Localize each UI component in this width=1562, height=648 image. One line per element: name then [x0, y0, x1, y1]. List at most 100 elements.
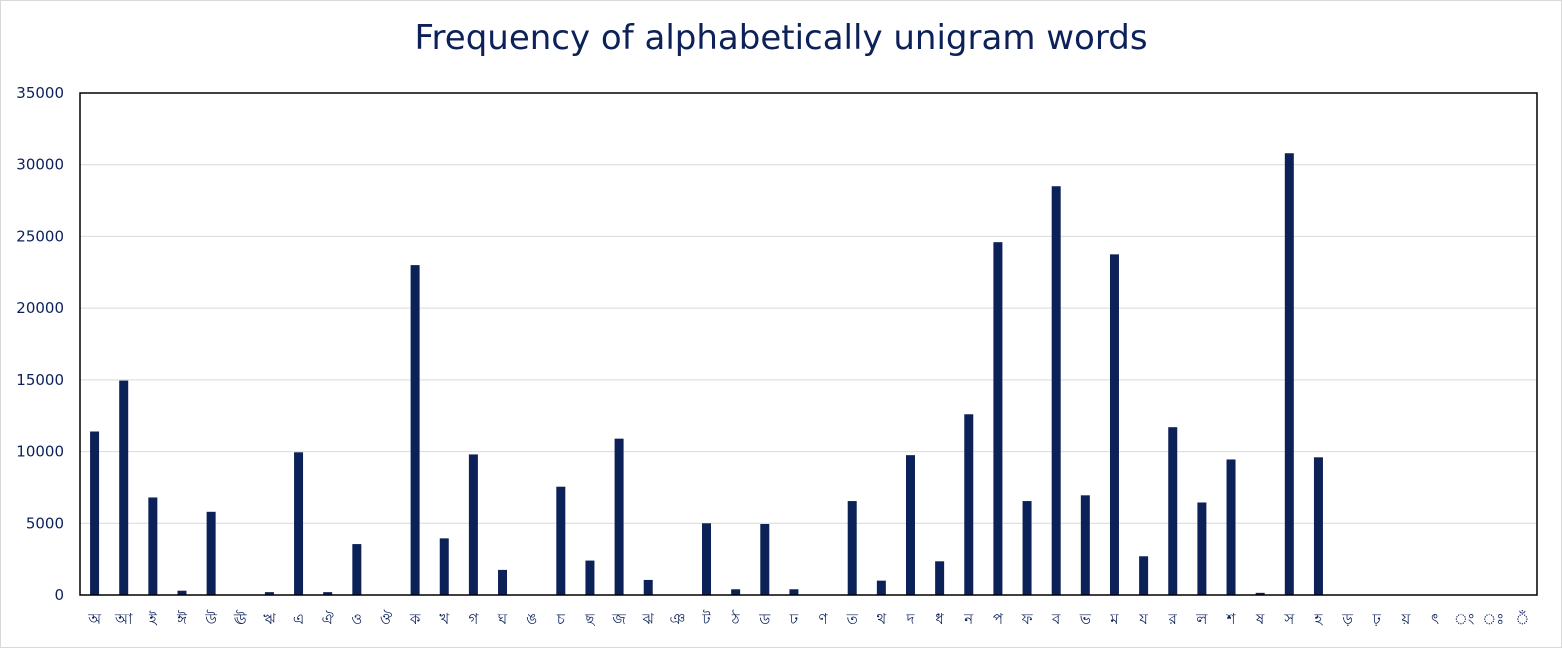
x-category-label: ক — [409, 610, 421, 628]
x-category-label: ভ — [1079, 610, 1092, 628]
bar-7 — [294, 452, 304, 595]
x-category-label: ঞ — [669, 610, 685, 628]
x-category-label: দ — [906, 610, 916, 628]
bar-1 — [119, 380, 129, 595]
bar-11 — [410, 265, 420, 595]
x-category-label: ম — [1109, 610, 1119, 628]
bar-28 — [905, 455, 915, 595]
x-category-label: ঐ — [322, 610, 334, 628]
x-category-label: ঢ় — [1372, 610, 1382, 628]
x-category-label: ঊ — [233, 610, 247, 628]
bar-33 — [1051, 186, 1061, 595]
x-category-label: ই — [148, 610, 158, 628]
x-category-label: ঁ — [1515, 610, 1529, 628]
x-category-label: চ — [556, 610, 566, 628]
bar-23 — [760, 524, 770, 595]
x-category-label: ন — [963, 610, 974, 628]
x-category-label: য — [1138, 610, 1148, 628]
x-category-label: ঔ — [380, 610, 393, 628]
bar-41 — [1284, 153, 1294, 596]
x-category-label: স — [1283, 610, 1295, 628]
bar-38 — [1197, 502, 1207, 595]
x-category-label: ফ — [1021, 610, 1034, 628]
x-category-label: ঙ — [526, 610, 537, 628]
bar-24 — [789, 589, 799, 595]
x-category-label: ত — [846, 610, 859, 628]
x-category-label: ঋ — [263, 610, 276, 628]
chart-title: Frequency of alphabetically unigram word… — [414, 18, 1148, 58]
bar-26 — [847, 501, 857, 595]
x-category-label: ঘ — [497, 610, 508, 628]
x-category-label: ৎ — [1431, 610, 1439, 628]
x-category-label: ব — [1051, 610, 1061, 628]
bar-0 — [90, 431, 100, 595]
x-category-label: শ — [1226, 610, 1237, 628]
x-category-label: অ — [87, 610, 102, 628]
bar-35 — [1109, 254, 1119, 595]
bar-12 — [439, 538, 449, 595]
x-category-label: য় — [1400, 610, 1411, 628]
bars — [90, 153, 1323, 596]
bar-32 — [1022, 501, 1032, 595]
bar-8 — [323, 592, 333, 595]
bar-40 — [1255, 592, 1265, 595]
x-category-label: উ — [204, 610, 217, 628]
x-category-label: ঢ — [789, 610, 799, 628]
bar-18 — [614, 438, 624, 595]
bar-22 — [731, 589, 741, 595]
bar-2 — [148, 497, 158, 595]
x-category-label: খ — [439, 610, 450, 628]
x-category-label: ঝ — [642, 610, 655, 628]
bar-31 — [993, 242, 1003, 595]
x-category-label: প — [993, 610, 1004, 628]
x-category-label: গ — [468, 610, 479, 628]
x-category-label: ড — [758, 610, 771, 628]
bar-14 — [498, 569, 508, 595]
x-category-label: ণ — [819, 610, 829, 628]
bar-4 — [206, 511, 216, 595]
gridlines — [80, 164, 1537, 524]
x-category-label: ঃ — [1482, 610, 1504, 628]
x-category-label: ং — [1454, 610, 1475, 628]
bar-29 — [935, 561, 945, 595]
bar-34 — [1080, 495, 1090, 595]
bar-21 — [702, 523, 712, 595]
y-tick-label: 25000 — [16, 227, 64, 245]
y-tick-label: 15000 — [16, 371, 64, 389]
x-category-label: র — [1168, 610, 1178, 628]
bar-27 — [876, 580, 886, 595]
bar-6 — [264, 592, 274, 595]
plot-area-border — [79, 92, 1538, 596]
bar-42 — [1313, 457, 1323, 595]
y-axis-ticks: 0 5000 10000 15000 20000 25000 30000 35000 — [16, 84, 64, 604]
y-tick-label: 5000 — [26, 514, 64, 532]
x-category-label: জ — [611, 610, 626, 628]
x-category-label: এ — [293, 610, 304, 628]
bar-16 — [556, 486, 566, 595]
bar-9 — [352, 544, 362, 595]
bar-36 — [1139, 556, 1149, 595]
x-category-label: ল — [1195, 610, 1208, 628]
x-category-label: ও — [351, 610, 362, 628]
bar-37 — [1168, 427, 1178, 595]
y-tick-label: 0 — [54, 586, 64, 604]
x-category-label: ছ — [584, 610, 595, 628]
bar-19 — [643, 579, 653, 595]
x-category-label: ঈ — [176, 610, 187, 628]
y-tick-label: 10000 — [16, 443, 64, 461]
y-tick-label: 35000 — [16, 84, 64, 102]
bar-13 — [468, 454, 478, 595]
x-category-label: ড় — [1341, 610, 1353, 628]
x-category-label: থ — [876, 610, 886, 628]
y-tick-label: 20000 — [16, 299, 64, 317]
x-category-label: ধ — [935, 610, 944, 628]
bar-17 — [585, 560, 595, 595]
y-tick-label: 30000 — [16, 156, 64, 174]
x-category-label: আ — [114, 610, 133, 628]
x-category-label: ষ — [1255, 610, 1265, 628]
bar-30 — [964, 414, 974, 595]
x-category-label: হ — [1314, 610, 1324, 628]
